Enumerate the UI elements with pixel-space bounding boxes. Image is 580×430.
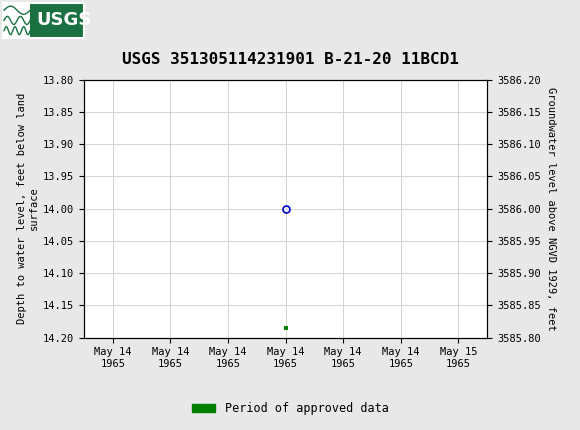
FancyBboxPatch shape [3,3,84,37]
Text: USGS 351305114231901 B-21-20 11BCD1: USGS 351305114231901 B-21-20 11BCD1 [122,52,458,67]
Y-axis label: Depth to water level, feet below land
surface: Depth to water level, feet below land su… [17,93,39,324]
Y-axis label: Groundwater level above NGVD 1929, feet: Groundwater level above NGVD 1929, feet [546,87,556,330]
FancyBboxPatch shape [4,4,30,37]
Text: USGS: USGS [36,12,91,29]
Legend: Period of approved data: Period of approved data [187,397,393,420]
